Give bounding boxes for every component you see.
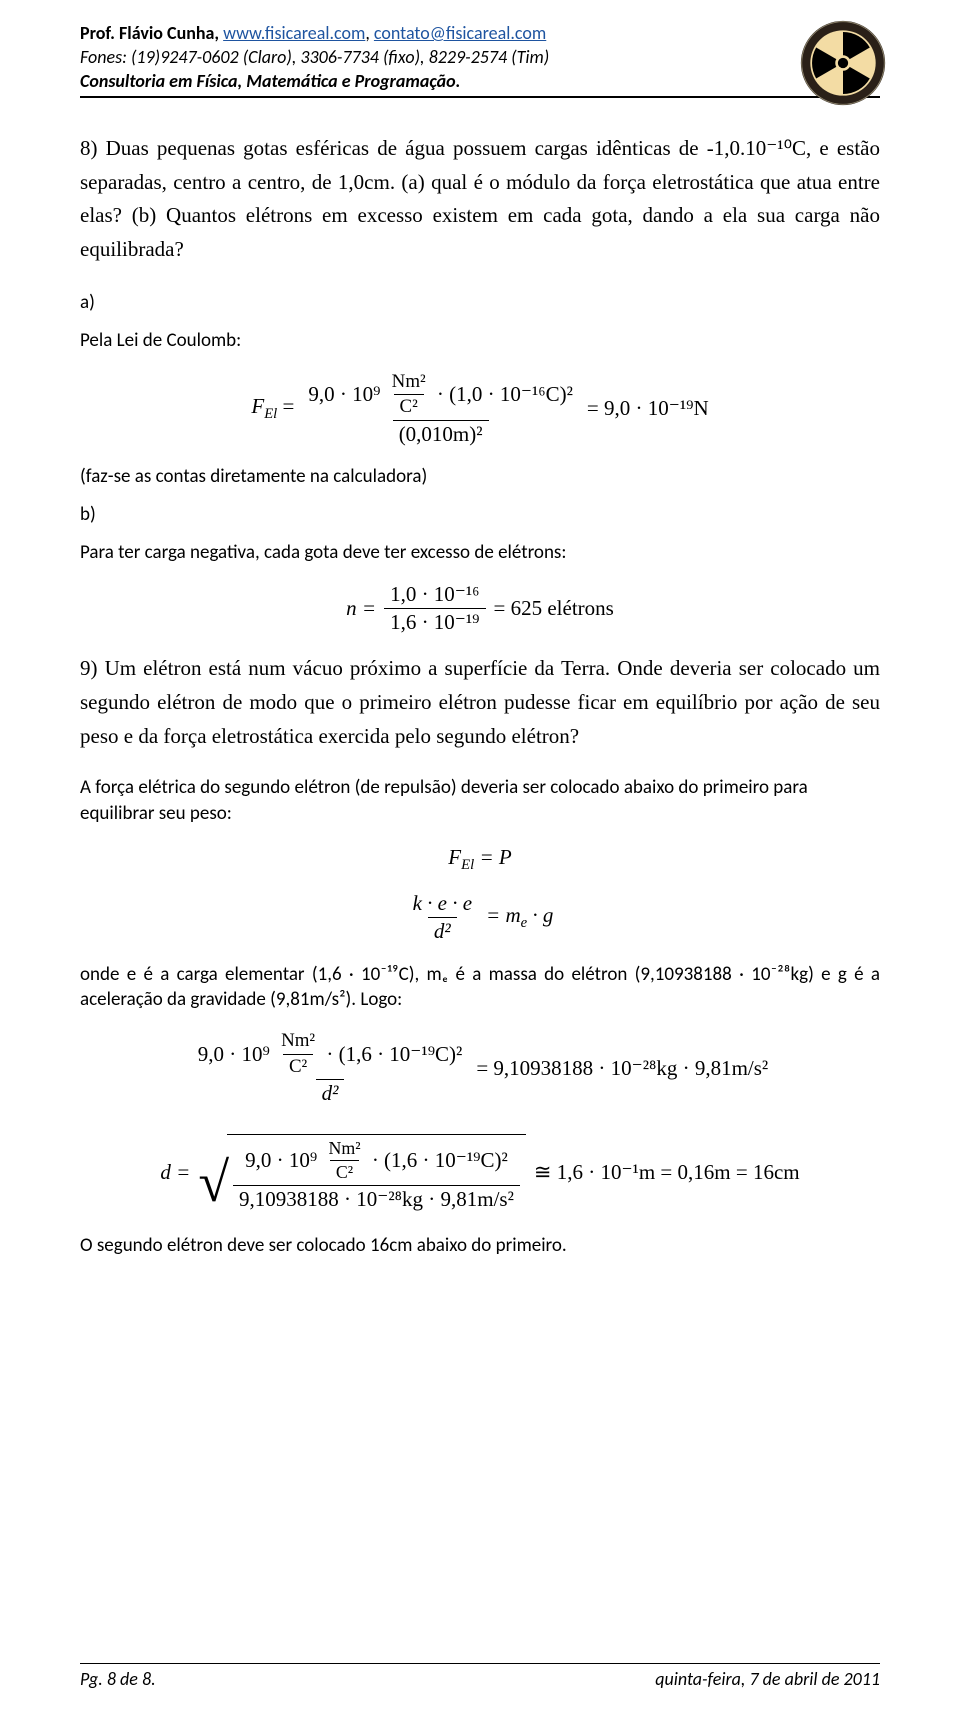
answer-9-where: onde e é a carga elementar (1,6 · 10⁻¹⁹C… [80, 962, 880, 1013]
header-rule [80, 96, 880, 98]
header-line-name: Prof. Flávio Cunha, www.fisicareal.com, … [80, 22, 880, 44]
formula-kee: k · e · e d² = me · g [80, 892, 880, 943]
document-header: Prof. Flávio Cunha, www.fisicareal.com, … [80, 22, 880, 104]
question-8: 8) Duas pequenas gotas esféricas de água… [80, 132, 880, 266]
formula-electron-count: n = 1,0 · 10⁻¹⁶ 1,6 · 10⁻¹⁹ = 625 elétro… [80, 583, 880, 634]
page-footer: Pg. 8 de 8. quinta-feira, 7 de abril de … [80, 1663, 880, 1690]
author-name: Prof. Flávio Cunha, [80, 22, 223, 44]
footer-date: quinta-feira, 7 de abril de 2011 [655, 1668, 880, 1690]
page: Prof. Flávio Cunha, www.fisicareal.com, … [0, 0, 960, 1716]
answer-8a-note: (faz-se as contas diretamente na calcula… [80, 464, 880, 490]
footer-page: Pg. 8 de 8. [80, 1668, 156, 1690]
header-line-phones: Fones: (19)9247-0602 (Claro), 3306-7734 … [80, 46, 880, 68]
formula-sqrt: d = √ 9,0 · 10⁹ Nm² C² · (1,6 · 10⁻¹⁹C)² [80, 1134, 880, 1211]
answer-9-intro: A força elétrica do segundo elétron (de … [80, 775, 880, 826]
formula-coulomb: FEl = 9,0 · 10⁹ Nm² C² · (1,0 · 10⁻¹⁶C)²… [80, 372, 880, 447]
email-link[interactable]: contato@fisicareal.com [374, 22, 546, 44]
answer-8a-intro: Pela Lei de Coulomb: [80, 328, 880, 354]
radical-icon: √ [198, 1155, 229, 1211]
answer-8a-label: a) [80, 290, 880, 316]
answer-9-conclusion: O segundo elétron deve ser colocado 16cm… [80, 1233, 880, 1259]
answer-8b-intro: Para ter carga negativa, cada gota deve … [80, 540, 880, 566]
question-9: 9) Um elétron está num vácuo próximo a s… [80, 652, 880, 753]
formula-FP: FEl = P [80, 845, 880, 875]
website-link[interactable]: www.fisicareal.com [223, 22, 365, 44]
formula-big: 9,0 · 10⁹ Nm² C² · (1,6 · 10⁻¹⁹C)² d² = … [80, 1031, 880, 1106]
radioactive-icon [800, 20, 886, 106]
answer-8b-label: b) [80, 502, 880, 528]
header-line-tagline: Consultoria em Física, Matemática e Prog… [80, 70, 880, 92]
